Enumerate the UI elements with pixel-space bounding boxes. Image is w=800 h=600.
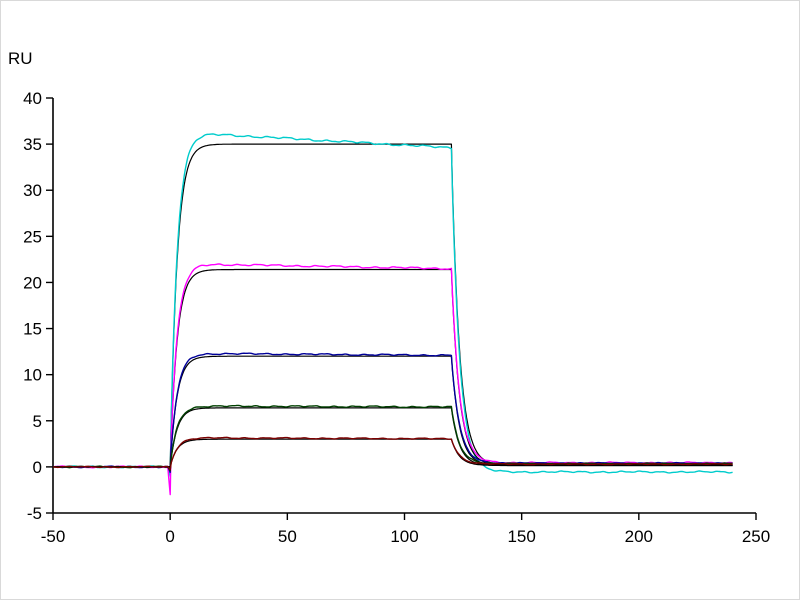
y-axis-unit-label: RU bbox=[8, 49, 33, 68]
series-data-blue bbox=[52, 352, 733, 474]
series-data-magenta bbox=[52, 263, 733, 496]
x-tick-label: 0 bbox=[165, 527, 174, 546]
x-tick-label: 200 bbox=[625, 527, 653, 546]
series-fit-black-6 bbox=[53, 407, 733, 468]
y-tick-label: 30 bbox=[23, 181, 42, 200]
y-tick-label: -5 bbox=[27, 504, 42, 523]
x-tick-label: 50 bbox=[278, 527, 297, 546]
series-data-darkgreen bbox=[52, 404, 733, 472]
series-fit-black-3 bbox=[53, 438, 733, 468]
x-tick-label: -50 bbox=[41, 527, 66, 546]
series-group bbox=[52, 133, 733, 496]
x-tick-label: 150 bbox=[507, 527, 535, 546]
y-tick-label: 15 bbox=[23, 320, 42, 339]
y-tick-label: 10 bbox=[23, 366, 42, 385]
y-tick-label: 20 bbox=[23, 273, 42, 292]
series-fit-black-12 bbox=[53, 355, 733, 468]
series-fit-black-35 bbox=[53, 143, 733, 468]
y-tick-label: 5 bbox=[33, 412, 42, 431]
series-data-cyan bbox=[52, 133, 733, 477]
series-fit-black-21 bbox=[53, 268, 733, 468]
y-tick-label: 0 bbox=[33, 458, 42, 477]
y-tick-label: 35 bbox=[23, 135, 42, 154]
y-tick-label: 40 bbox=[23, 89, 42, 108]
series-data-darkred bbox=[52, 436, 733, 471]
x-tick-label: 250 bbox=[742, 527, 770, 546]
y-tick-label: 25 bbox=[23, 227, 42, 246]
x-tick-label: 100 bbox=[390, 527, 418, 546]
